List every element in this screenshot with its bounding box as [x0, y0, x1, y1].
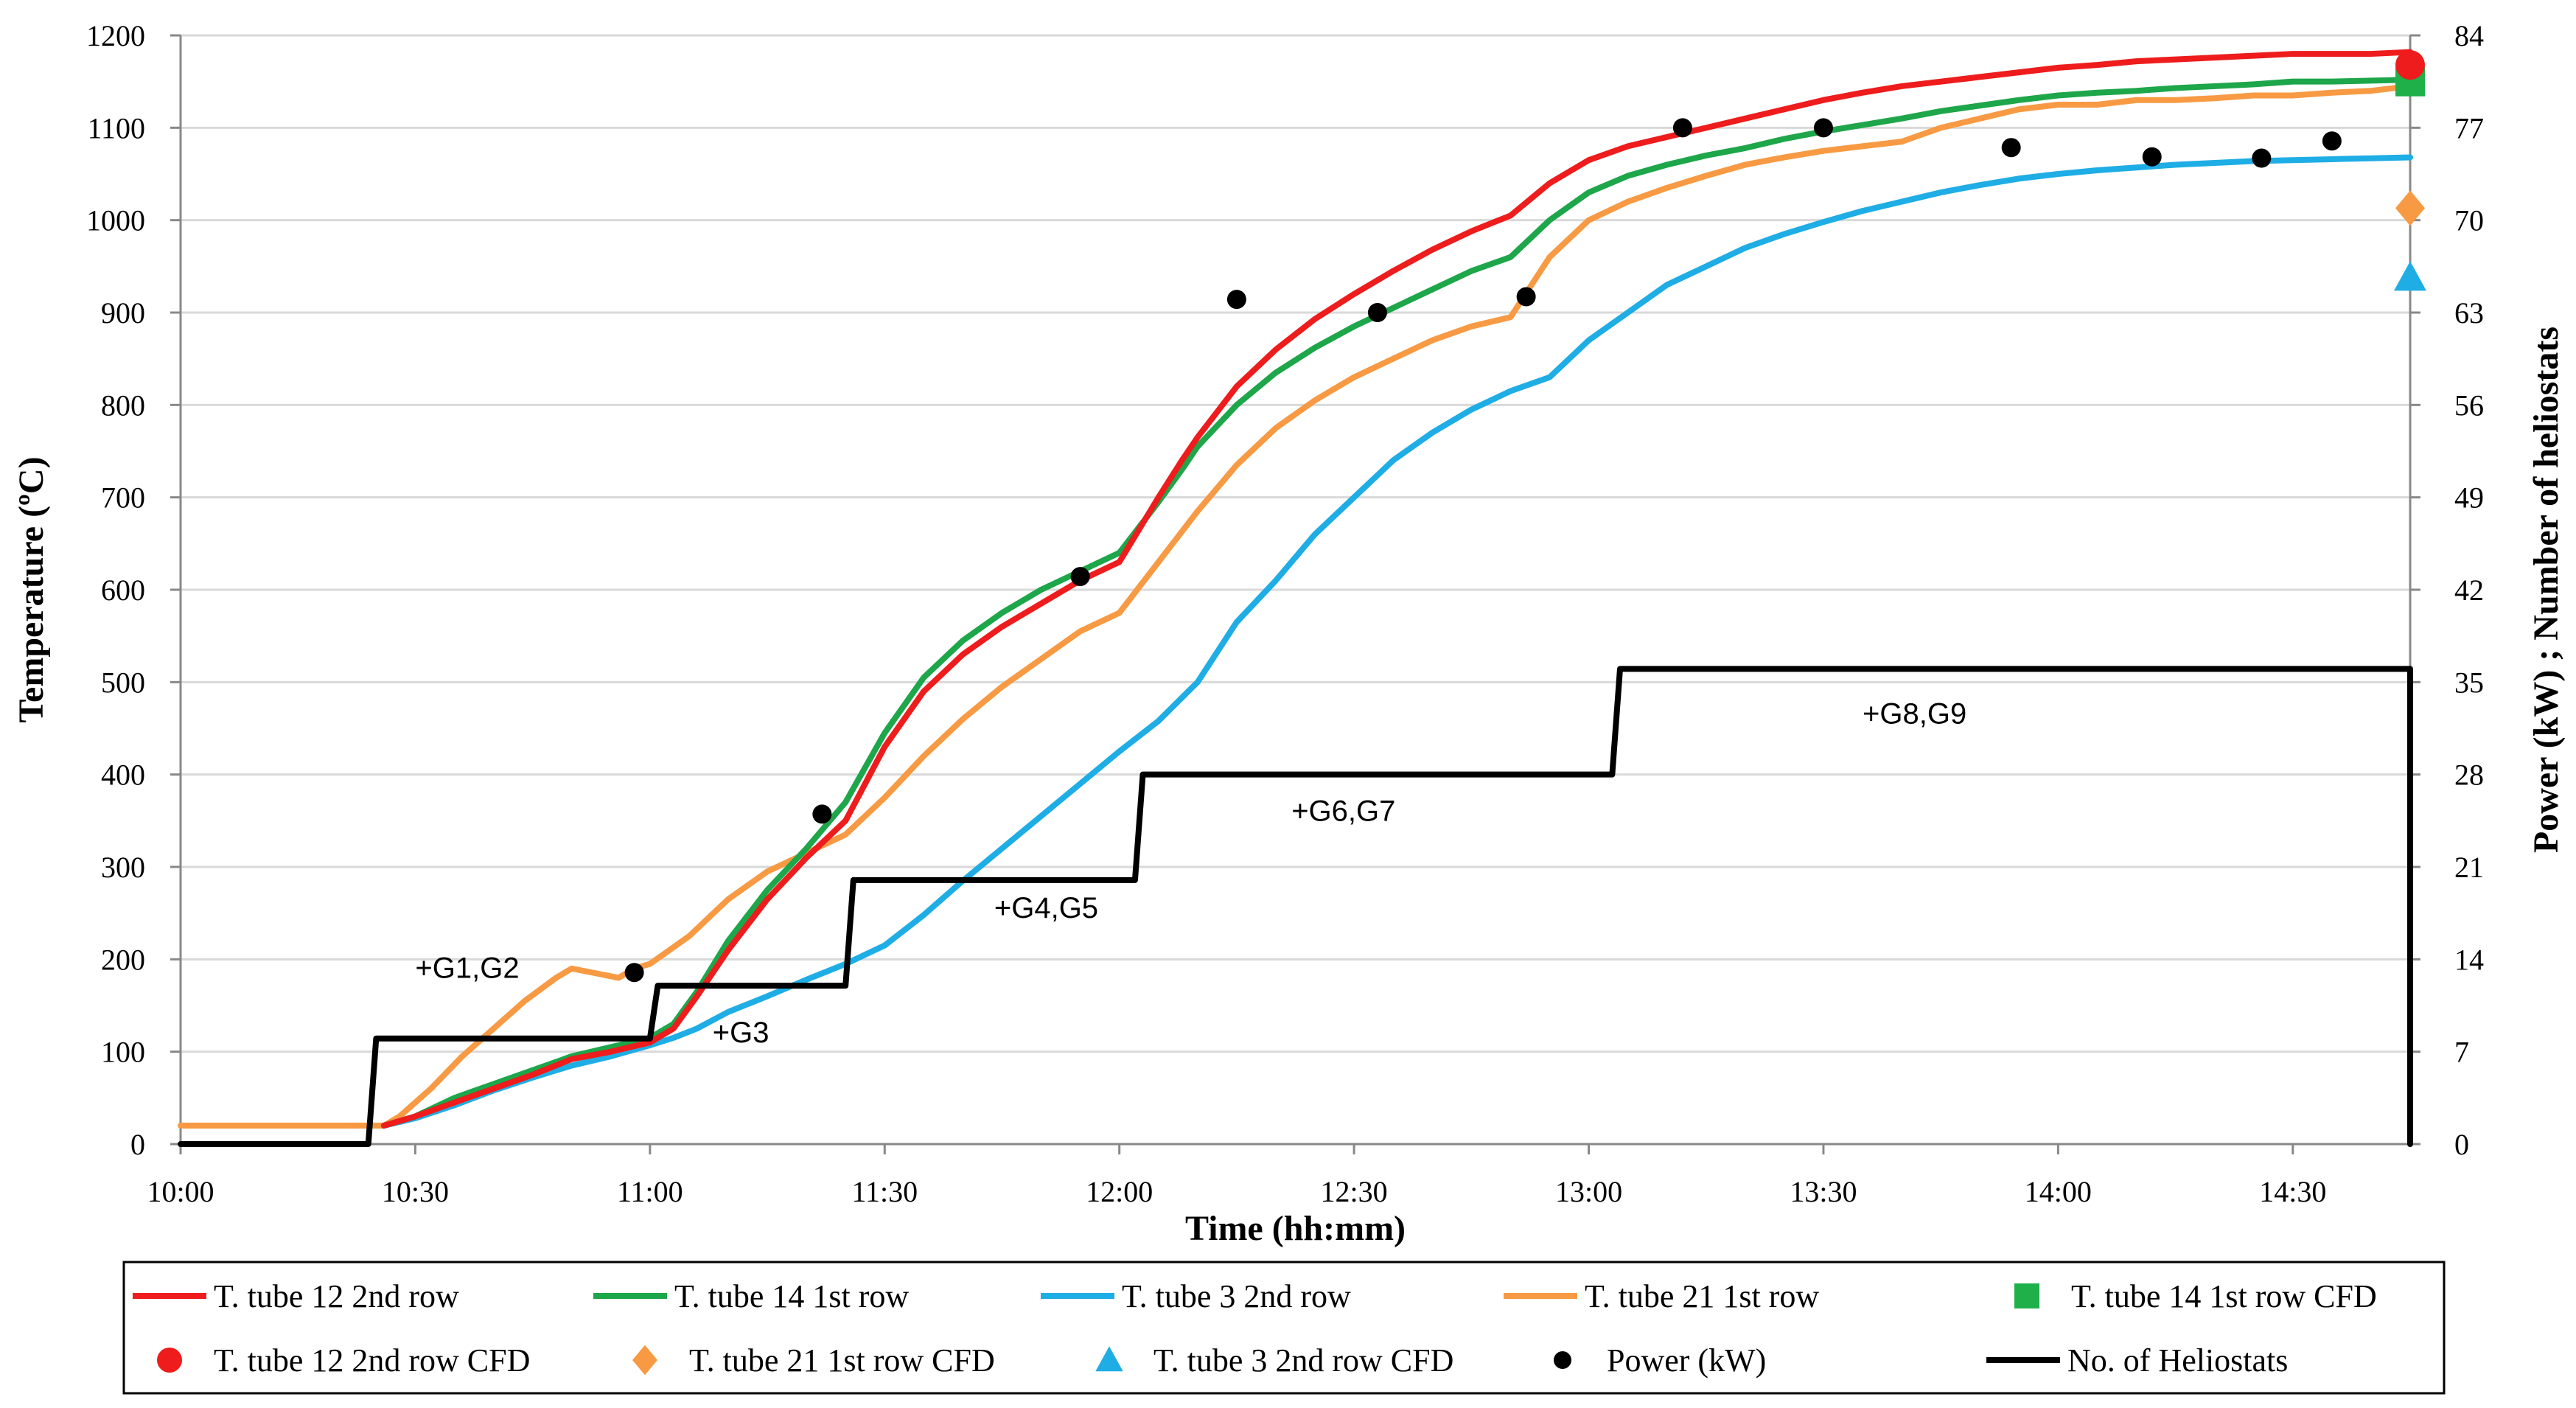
heliostat-annotation: +G8,G9 [1863, 698, 1966, 731]
y-tick-label: 100 [101, 1036, 145, 1069]
power-point [812, 804, 832, 824]
y2-tick-label: 7 [2454, 1036, 2469, 1069]
legend-label: Power (kW) [1607, 1342, 1766, 1379]
y-tick-label: 400 [101, 759, 145, 792]
legend-swatch-marker [1095, 1346, 1123, 1372]
cfd-point-t-tube-21-1st-row-cfd [2395, 190, 2425, 226]
y-tick-label: 200 [101, 943, 145, 976]
legend-label: T. tube 14 1st row [674, 1278, 909, 1314]
annotations: +G1,G2 +G3 +G4,G5 +G6,G7 +G8,G9 [415, 698, 1966, 1049]
x-tick-label: 11:30 [851, 1175, 918, 1208]
legend-item-t-tube-14-1st-row: T. tube 14 1st row [593, 1278, 909, 1314]
legend-swatch-marker [1554, 1351, 1571, 1369]
legend-label: T. tube 12 2nd row CFD [214, 1342, 530, 1379]
x-tick-label: 13:30 [1790, 1175, 1857, 1208]
y-tick-label: 300 [101, 851, 145, 884]
y2-tick-label: 42 [2454, 574, 2484, 607]
legend-item-t-tube-21-1st-row-cfd: T. tube 21 1st row CFD [632, 1342, 995, 1379]
heliostat-annotation: +G6,G7 [1291, 795, 1395, 827]
heliostat-annotation: +G3 [713, 1017, 769, 1049]
heliostat-annotation: +G4,G5 [994, 892, 1098, 924]
power-point [1070, 567, 1090, 587]
power-point [1813, 118, 1833, 138]
legend: T. tube 12 2nd row T. tube 14 1st row T. t… [122, 1261, 2446, 1395]
y-tick-label: 1200 [86, 19, 145, 52]
y2-tick-label: 14 [2454, 943, 2484, 976]
series-line-no-of-heliostats [178, 666, 2413, 1147]
power-point [2142, 147, 2162, 167]
power-point [2252, 148, 2272, 168]
y-tick-label: 0 [130, 1128, 145, 1161]
legend-swatch-marker [632, 1345, 657, 1376]
legend-item-t-tube-3-2nd-row: T. tube 3 2nd row [1041, 1278, 1351, 1314]
power-point [1516, 287, 1536, 307]
legend-label: T. tube 21 1st row [1585, 1278, 1819, 1314]
x-tick-label: 10:00 [147, 1175, 214, 1208]
y2-tick-label: 70 [2454, 204, 2484, 237]
legend-label: T. tube 3 2nd row [1122, 1278, 1351, 1314]
y2-tick-label: 0 [2454, 1128, 2469, 1161]
power-point [1226, 290, 1246, 310]
legend-box [122, 1261, 2446, 1395]
gridlines [181, 34, 2410, 1053]
cfd-point-t-tube-3-2nd-row-cfd [2394, 261, 2426, 291]
y2-axis-title: Power (kW) ; Number of heliostats [2527, 327, 2566, 853]
series-line-t-tube-21-1st-row [178, 83, 2413, 1129]
x-tick-label: 12:00 [1086, 1175, 1153, 1208]
legend-item-power-kw: Power (kW) [1554, 1342, 1766, 1379]
power-point [2322, 131, 2342, 151]
heliostat-annotation: +G1,G2 [415, 952, 519, 984]
series-line-t-tube-3-2nd-row [380, 154, 2413, 1129]
y-tick-label: 1000 [86, 204, 145, 237]
x-tick-label: 12:30 [1321, 1175, 1388, 1208]
legend-label: T. tube 14 1st row CFD [2071, 1278, 2377, 1314]
legend-label: T. tube 21 1st row CFD [689, 1342, 995, 1379]
axis-labels: Time (hh:mm) Temperature (ºC) Power (kW) ;… [12, 327, 2566, 1248]
cfd-point-t-tube-12-2nd-row-cfd [2395, 50, 2425, 80]
series [178, 49, 2426, 1147]
y2-tick-label: 63 [2454, 296, 2484, 330]
y2-tick-label: 21 [2454, 851, 2484, 884]
x-axis-title: Time (hh:mm) [1185, 1209, 1406, 1248]
power-point [2001, 138, 2021, 158]
legend-label: T. tube 3 2nd row CFD [1153, 1342, 1453, 1379]
y-tick-label: 900 [101, 296, 145, 330]
y-tick-label: 600 [101, 574, 145, 607]
x-tick-label: 10:30 [382, 1175, 449, 1208]
y-axis-title: Temperature (ºC) [12, 456, 51, 722]
power-point [1367, 303, 1387, 322]
x-tick-label: 14:30 [2259, 1175, 2326, 1208]
y-tick-label: 500 [101, 666, 145, 699]
series-line-t-tube-14-1st-row [380, 77, 2413, 1129]
x-tick-label: 14:00 [2025, 1175, 2092, 1208]
y2-tick-label: 84 [2454, 19, 2484, 52]
y-tick-label: 800 [101, 388, 145, 422]
legend-item-no-of-heliostats: No. of Heliostats [1986, 1342, 2288, 1379]
power-point [624, 963, 644, 983]
legend-item-t-tube-12-2nd-row-cfd: T. tube 12 2nd row CFD [157, 1342, 530, 1379]
y2-tick-label: 28 [2454, 759, 2484, 792]
y-tick-label: 1100 [87, 111, 145, 144]
legend-item-t-tube-12-2nd-row: T. tube 12 2nd row [133, 1278, 459, 1314]
legend-item-t-tube-14-1st-row-cfd: T. tube 14 1st row CFD [2014, 1278, 2377, 1314]
y2-tick-label: 56 [2454, 388, 2484, 422]
y2-tick-label: 77 [2454, 111, 2484, 144]
power-point [1672, 118, 1692, 138]
legend-swatch-marker [2014, 1283, 2039, 1308]
x-tick-label: 11:00 [617, 1175, 683, 1208]
legend-item-t-tube-3-2nd-row-cfd: T. tube 3 2nd row CFD [1095, 1342, 1453, 1379]
series-line-t-tube-12-2nd-row [380, 49, 2413, 1129]
legend-swatch-marker [157, 1348, 182, 1373]
legend-label: No. of Heliostats [2067, 1342, 2288, 1379]
y-tick-label: 700 [101, 481, 145, 515]
x-tick-label: 13:00 [1555, 1175, 1622, 1208]
legend-label: T. tube 12 2nd row [214, 1278, 459, 1314]
y2-tick-label: 35 [2454, 666, 2484, 699]
axes: 0100200300400500600700800900100011001200… [86, 19, 2484, 1208]
y2-tick-label: 49 [2454, 481, 2484, 515]
legend-item-t-tube-21-1st-row: T. tube 21 1st row [1504, 1278, 1819, 1314]
